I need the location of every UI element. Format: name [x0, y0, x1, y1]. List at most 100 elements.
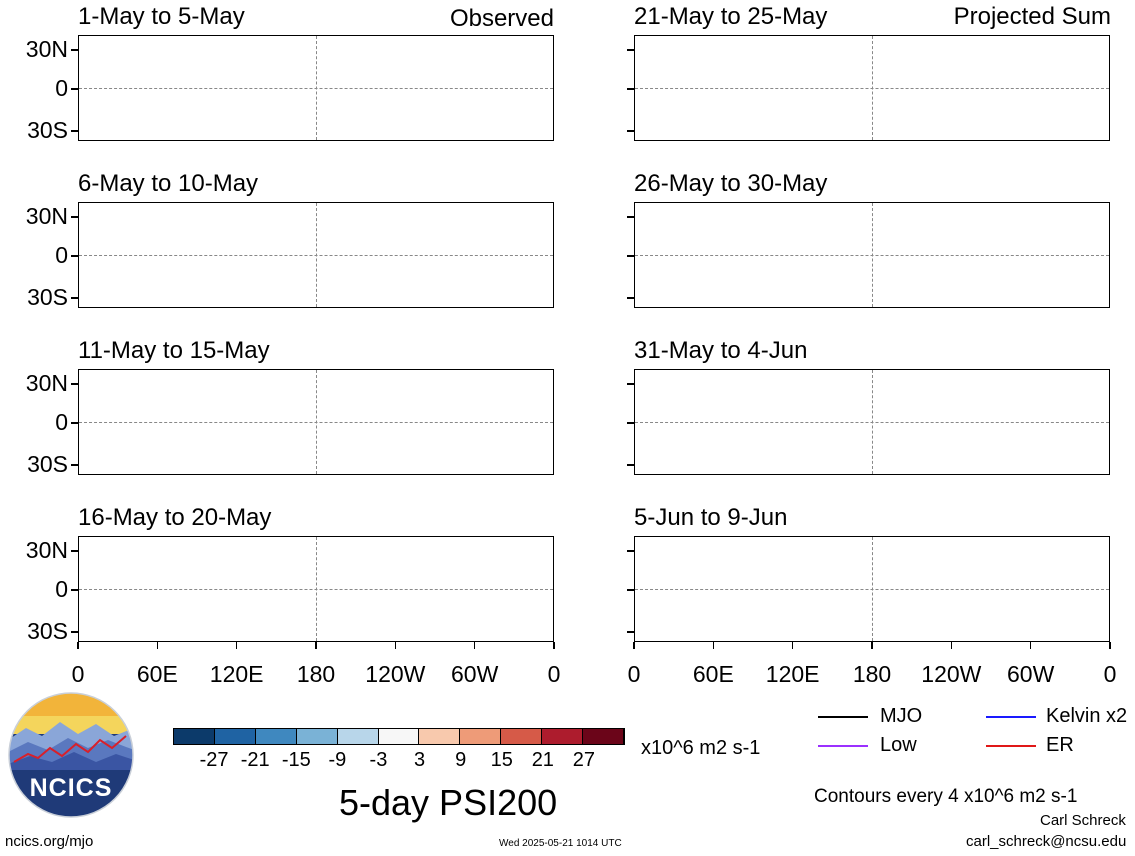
map-panel [634, 536, 1110, 642]
low-legend-line [818, 745, 868, 747]
mjo-legend-line [818, 716, 868, 718]
latitude-tick [627, 422, 634, 424]
longitude-tick [791, 642, 794, 649]
colorbar-swatch [214, 729, 256, 744]
longitude-label: 120E [209, 661, 264, 687]
footer-url[interactable]: ncics.org/mjo [5, 833, 94, 850]
longitude-tick [871, 642, 873, 649]
longitude-tick [473, 642, 476, 649]
longitude-label: 60W [1007, 661, 1055, 687]
map-panel [634, 369, 1110, 475]
colorbar-swatch [378, 729, 420, 744]
longitude-tick [553, 642, 555, 649]
latitude-tick [627, 130, 634, 132]
projected-sum-label: Projected Sum [953, 3, 1111, 30]
latitude-label: 30N [25, 537, 68, 563]
latitude-tick [627, 550, 634, 552]
dateline [316, 537, 317, 641]
colorbar-label: 3 [413, 749, 426, 771]
longitude-tick [950, 642, 953, 649]
latitude-tick [627, 589, 634, 591]
longitude-tick [712, 642, 715, 649]
kelvin-legend-line [986, 716, 1036, 718]
colorbar-swatch [296, 729, 338, 744]
footer-author: Carl Schreck [1040, 812, 1126, 829]
latitude-tick [71, 297, 78, 299]
latitude-tick [71, 383, 78, 385]
latitude-tick [71, 464, 78, 466]
low-legend-label: Low [880, 734, 917, 756]
map-panel [634, 35, 1110, 141]
latitude-tick [71, 255, 78, 257]
colorbar-label: 9 [455, 749, 467, 771]
latitude-tick [71, 422, 78, 424]
longitude-label: 60E [136, 661, 178, 687]
colorbar [173, 728, 625, 745]
panel-title: 16-May to 20-May [78, 504, 272, 531]
longitude-tick [633, 642, 635, 649]
latitude-tick [627, 383, 634, 385]
longitude-tick [77, 642, 79, 649]
colorbar-label: -27 [199, 749, 229, 771]
latitude-tick [627, 464, 634, 466]
longitude-label: 0 [547, 661, 561, 687]
panel-title: 26-May to 30-May [634, 170, 828, 197]
dateline [872, 537, 873, 641]
longitude-label: 0 [71, 661, 85, 687]
latitude-tick [71, 88, 78, 90]
panel-title: 31-May to 4-Jun [634, 337, 808, 364]
latitude-label: 30S [27, 117, 68, 143]
colorbar-label: 15 [490, 749, 513, 771]
dateline [872, 203, 873, 307]
latitude-label: 30N [25, 203, 68, 229]
longitude-tick [394, 642, 397, 649]
longitude-label: 0 [627, 661, 641, 687]
latitude-tick [627, 255, 634, 257]
panel-title: 1-May to 5-May [78, 3, 245, 30]
panel-title: 6-May to 10-May [78, 170, 259, 197]
colorbar-swatch [542, 729, 584, 744]
latitude-tick [627, 49, 634, 51]
longitude-label: 0 [1103, 661, 1117, 687]
latitude-tick [627, 631, 634, 633]
latitude-label: 0 [55, 242, 68, 268]
colorbar-swatch [174, 729, 215, 744]
longitude-tick [156, 642, 159, 649]
colorbar-units: x10^6 m2 s-1 [641, 737, 761, 759]
er-legend-label: ER [1046, 734, 1074, 756]
longitude-label: 60E [692, 661, 734, 687]
figure-title: 5-day PSI200 [339, 782, 558, 823]
longitude-label: 180 [852, 661, 892, 687]
latitude-tick [627, 216, 634, 218]
longitude-tick [1029, 642, 1032, 649]
dateline [316, 370, 317, 474]
colorbar-label: -9 [328, 749, 347, 771]
colorbar-label: -3 [369, 749, 388, 771]
logo-text: NCICS [29, 774, 113, 802]
latitude-label: 0 [55, 409, 68, 435]
latitude-label: 0 [55, 75, 68, 101]
latitude-label: 30N [25, 36, 68, 62]
panel-title: 21-May to 25-May [634, 3, 828, 30]
kelvin-legend-label: Kelvin x2 [1046, 705, 1128, 727]
footer-email[interactable]: carl_schreck@ncsu.edu [966, 833, 1127, 850]
footer-timestamp: Wed 2025-05-21 1014 UTC [499, 838, 622, 849]
map-panel [78, 202, 554, 308]
dateline [872, 370, 873, 474]
map-panel [78, 536, 554, 642]
latitude-label: 30N [25, 370, 68, 396]
colorbar-swatch [337, 729, 379, 744]
dateline [316, 203, 317, 307]
latitude-tick [71, 49, 78, 51]
colorbar-swatch [419, 729, 461, 744]
latitude-tick [71, 130, 78, 132]
longitude-tick [235, 642, 238, 649]
map-panel [78, 369, 554, 475]
latitude-label: 30S [27, 284, 68, 310]
latitude-label: 30S [27, 618, 68, 644]
ncics-logo: NCICS [8, 692, 134, 818]
colorbar-swatch [583, 729, 624, 744]
logo-graphic [8, 692, 134, 818]
dateline [872, 36, 873, 140]
colorbar-swatch [255, 729, 297, 744]
